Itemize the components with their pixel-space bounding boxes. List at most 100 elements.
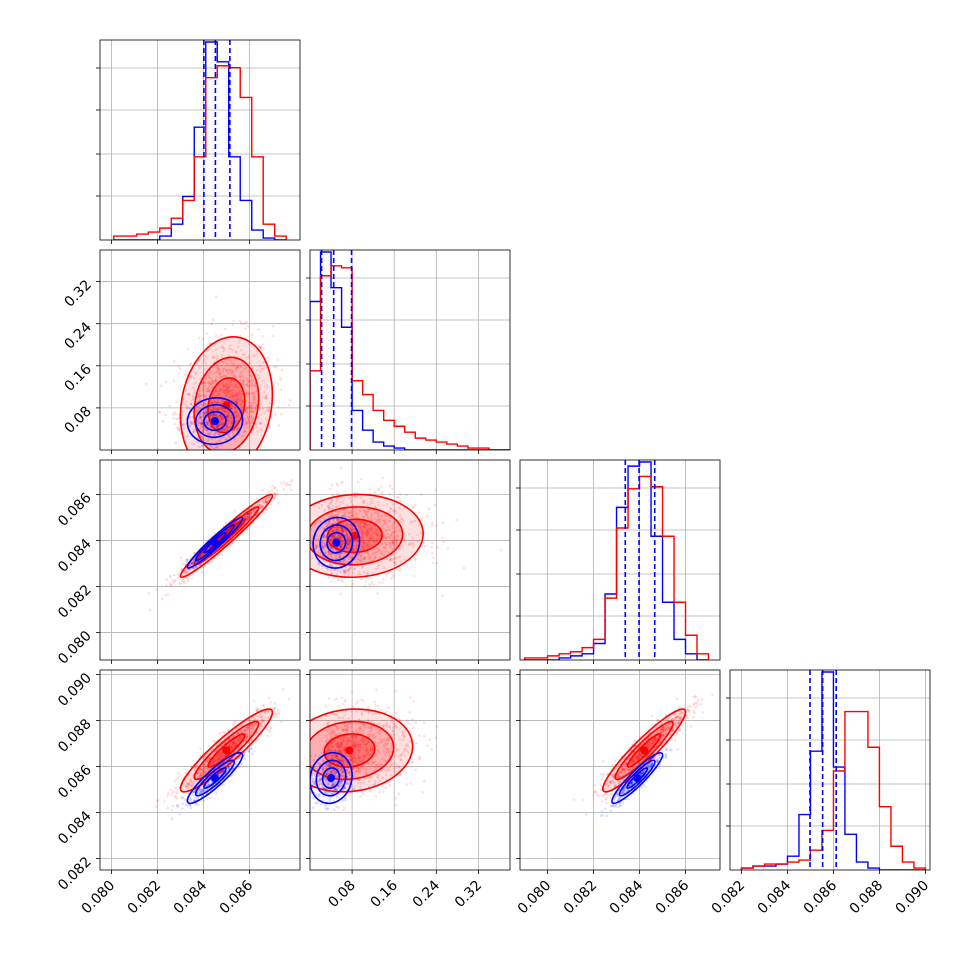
sample-point [332, 536, 336, 539]
sample-point [336, 519, 340, 523]
sample-point [350, 528, 354, 532]
sample-point [340, 547, 343, 550]
sample-point [172, 379, 176, 383]
sample-point [343, 568, 346, 572]
sample-point [240, 370, 243, 374]
sample-point [282, 480, 286, 484]
sample-point [347, 515, 350, 518]
sample-point [235, 409, 238, 413]
sample-point [424, 531, 427, 535]
sample-point [365, 544, 368, 547]
sample-point [260, 428, 263, 432]
sample-point [169, 583, 173, 587]
sample-point [255, 352, 259, 355]
sample-point [345, 523, 349, 527]
sample-point [235, 385, 239, 389]
sample-point [206, 387, 210, 390]
sample-point [233, 375, 237, 379]
sample-point [273, 412, 277, 415]
sample-point [190, 560, 194, 563]
sample-point [336, 525, 340, 529]
sample-point [263, 498, 267, 501]
sample-point [188, 375, 192, 379]
sample-point [388, 493, 392, 496]
sample-point [230, 430, 234, 434]
sample-point [363, 541, 367, 545]
sample-point [211, 414, 215, 418]
sample-point [196, 408, 199, 411]
sample-point [357, 554, 361, 557]
sample-point [356, 539, 359, 543]
sample-point [220, 360, 224, 363]
sample-point [258, 422, 262, 426]
sample-point [234, 406, 237, 409]
sample-point [347, 511, 351, 515]
sample-point [372, 583, 376, 587]
sample-point [368, 536, 372, 539]
sample-point [362, 557, 365, 560]
sample-point [247, 370, 251, 374]
sample-point [392, 557, 395, 560]
sample-point [195, 405, 198, 409]
sample-point [345, 547, 349, 550]
sample-point [390, 532, 393, 536]
sample-point [287, 404, 291, 407]
sample-point [210, 322, 214, 326]
sample-point [315, 537, 319, 541]
sample-point [219, 371, 223, 375]
sample-point [199, 416, 203, 419]
sample-point [264, 499, 267, 502]
sample-point [241, 374, 244, 378]
sample-point [330, 500, 333, 503]
sample-point [321, 548, 325, 551]
sample-point [226, 390, 230, 393]
sample-point [392, 530, 396, 534]
sample-point [235, 400, 238, 404]
sample-point [252, 398, 255, 402]
density-peak [210, 538, 219, 547]
sample-point [361, 525, 365, 528]
sample-point [347, 542, 350, 545]
sample-point [219, 437, 223, 440]
sample-point [238, 374, 242, 378]
sample-point [216, 367, 220, 371]
sample-point [335, 528, 338, 532]
sample-point [335, 482, 339, 486]
sample-point [332, 519, 336, 522]
sample-point [349, 557, 353, 560]
sample-point [264, 396, 268, 400]
sample-point [249, 420, 253, 424]
sample-point [362, 545, 365, 548]
sample-point [340, 567, 344, 571]
sample-point [202, 439, 205, 442]
sample-point [384, 528, 388, 532]
sample-point [340, 536, 344, 540]
sample-point [216, 356, 219, 360]
sample-point [370, 512, 373, 516]
sample-point [201, 424, 205, 428]
sample-point [383, 519, 387, 522]
sample-point [223, 730, 227, 733]
sample-point [221, 346, 225, 350]
sample-point [366, 550, 370, 554]
sample-point [215, 425, 219, 429]
sample-point [195, 419, 199, 422]
sample-point [278, 376, 282, 380]
sample-point [174, 579, 177, 582]
sample-point [329, 580, 333, 583]
sample-point [394, 557, 398, 560]
sample-point [226, 386, 230, 390]
sample-point [248, 513, 251, 517]
sample-point [259, 503, 262, 507]
sample-point [236, 419, 239, 422]
sample-point [221, 367, 225, 371]
sample-point [239, 397, 242, 400]
sample-point [379, 534, 382, 537]
sample-point [384, 542, 388, 546]
sample-point [403, 558, 407, 561]
sample-point [360, 539, 363, 543]
sample-point [199, 563, 203, 566]
sample-point [206, 431, 210, 435]
sample-point [356, 521, 360, 525]
sample-point [246, 515, 250, 519]
